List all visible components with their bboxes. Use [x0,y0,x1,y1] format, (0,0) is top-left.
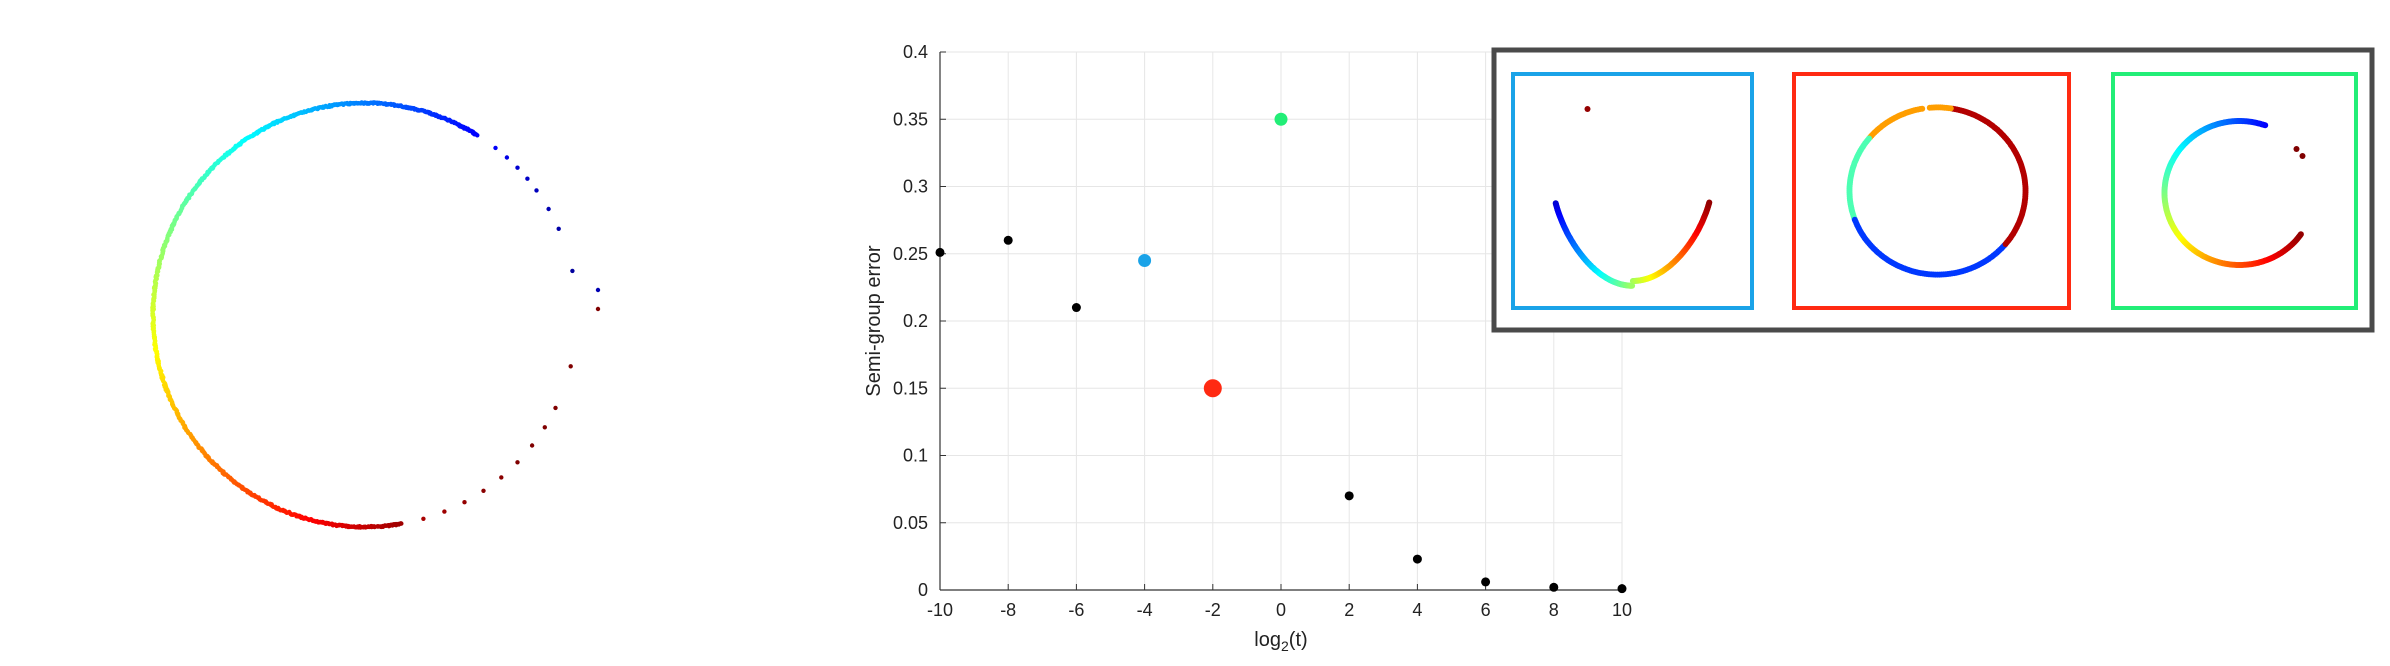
ring-point [525,176,530,181]
inset-point [2297,231,2304,238]
ring-point [499,475,504,480]
ring-point [568,364,573,369]
data-points [935,112,1627,594]
data-point [1481,577,1491,587]
data-point [935,247,945,257]
inset-point [2293,146,2300,152]
data-point [1003,235,1013,245]
x-axis-label-base: log [1254,629,1281,651]
inset-frame [1511,72,1754,310]
ring-point [553,405,558,411]
ring-point [595,287,601,293]
y-tick-label: 0.25 [893,244,928,264]
data-point [1203,379,1222,398]
inset-point [1629,282,1636,289]
ring-point [515,165,520,170]
inset-t-minus4 [1511,72,1754,310]
ring-point [534,188,539,193]
ring-point [442,509,447,514]
ring-point [542,425,547,430]
data-point [1412,554,1422,564]
inset-point [1706,199,1713,206]
inset-t-minus2 [1792,72,2071,310]
x-tick-label: 6 [1481,600,1491,620]
inset-t-0 [2111,72,2358,310]
y-tick-label: 0.35 [893,109,928,129]
inset-point [2299,153,2306,159]
x-tick-label: 8 [1549,600,1559,620]
y-tick-label: 0.2 [903,311,928,331]
ring-point [570,268,575,274]
ring-point [421,516,426,521]
data-point [1138,253,1152,267]
y-tick-label: 0.05 [893,513,928,533]
data-point [1071,303,1081,313]
x-axis-label: log2(t) [1254,629,1307,654]
y-tick-labels: 0 0.05 0.1 0.15 0.2 0.25 0.3 0.35 0.4 [893,42,928,600]
ring-point [595,306,601,312]
y-tick-label: 0.1 [903,446,928,466]
ring-point [481,488,486,493]
data-point [1617,584,1627,594]
x-tick-label: -6 [1068,600,1084,620]
x-tick-label: 4 [1412,600,1422,620]
x-tick-label: -2 [1205,600,1221,620]
ring-point [556,226,561,231]
ring-point [398,521,404,526]
x-tick-label: -10 [927,600,953,620]
x-tick-label: 2 [1344,600,1354,620]
ring-point [504,155,510,160]
x-tick-label: 10 [1612,600,1632,620]
ring-point [546,206,551,212]
ring-point [529,443,535,448]
inset-point [1926,104,1933,111]
x-tick-label: 0 [1276,600,1286,620]
y-tick-label: 0.15 [893,378,928,398]
x-axis-label-subscript: 2 [1281,638,1289,654]
y-axis-label: Semi-group error [863,245,885,397]
ring-point [462,500,467,505]
ring-embedding-plot [150,100,601,530]
x-tick-labels: -10 -8 -6 -4 -2 0 2 4 6 8 10 [927,600,1632,620]
y-tick-label: 0 [918,580,928,600]
inset-panel [1491,47,2375,333]
data-point [1274,112,1288,126]
data-point [1344,491,1354,501]
y-tick-label: 0.4 [903,42,928,62]
ring-point [493,145,498,151]
data-point [1549,582,1559,592]
x-tick-label: -8 [1000,600,1016,620]
x-tick-label: -4 [1137,600,1153,620]
x-axis-label-rest: (t) [1289,629,1308,651]
inset-frame [2111,72,2358,310]
inset-point [1584,106,1591,112]
ring-point [515,460,520,465]
y-tick-label: 0.3 [903,177,928,197]
